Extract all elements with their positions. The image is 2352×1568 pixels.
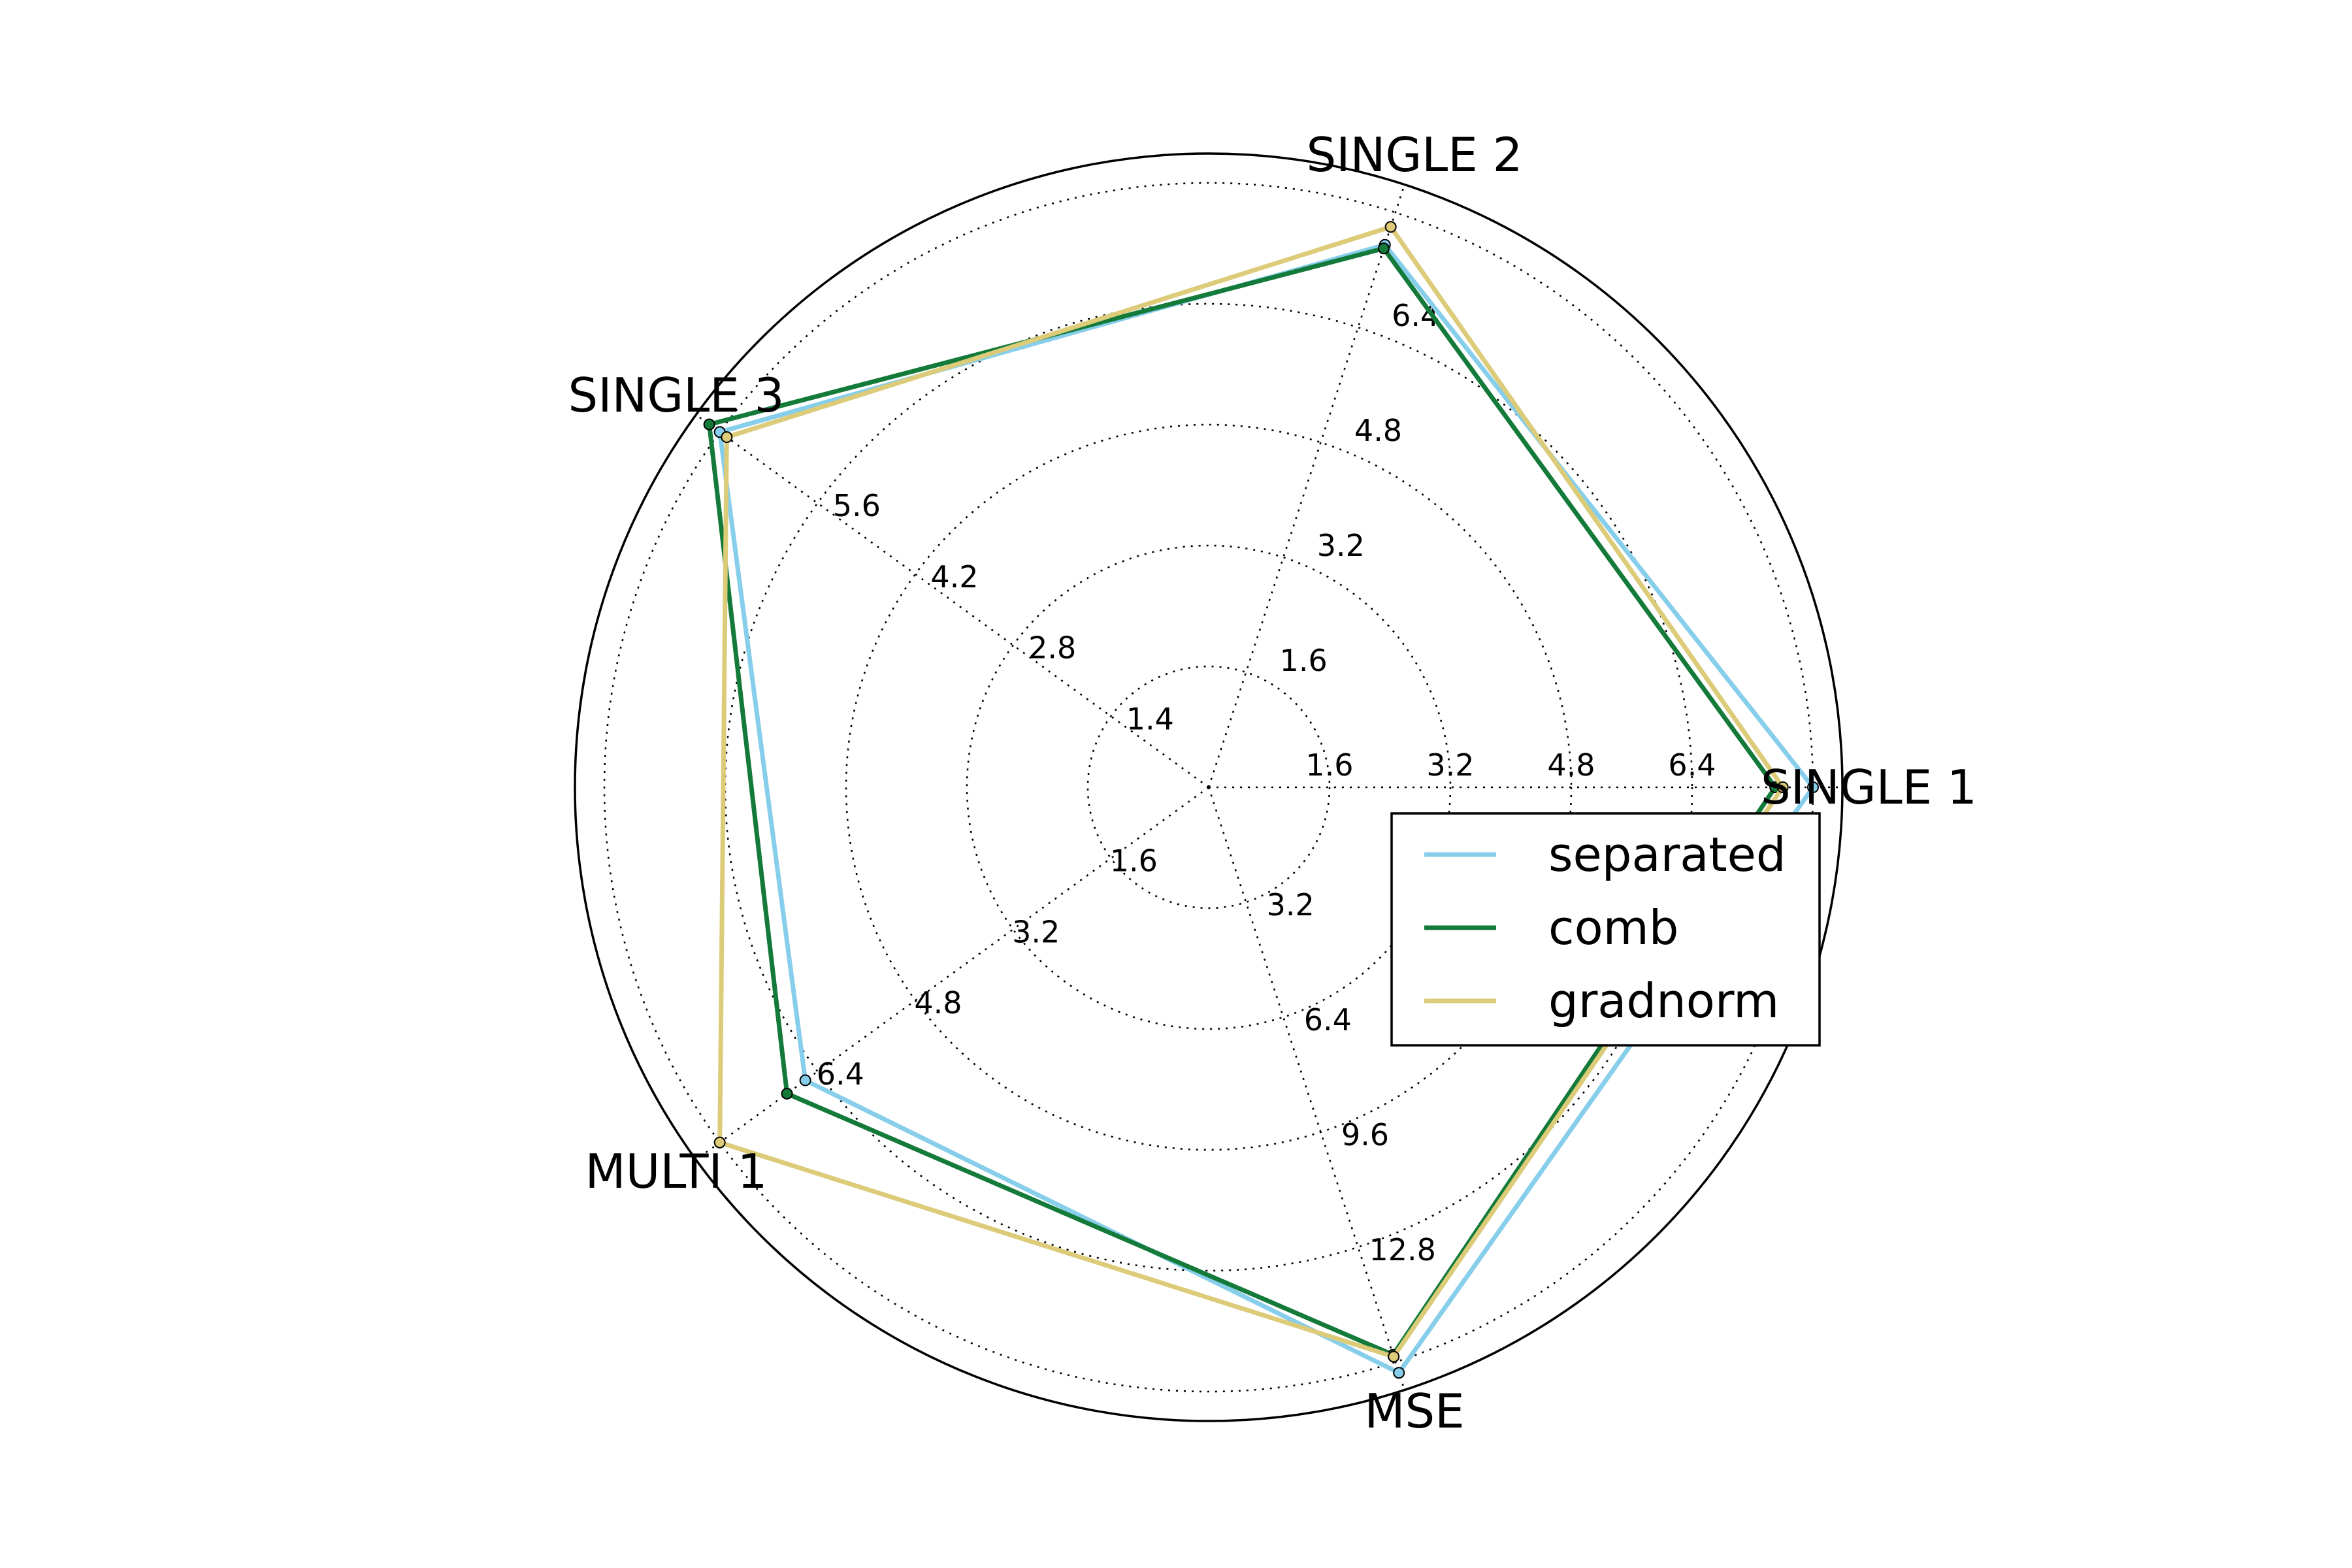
legend-label-comb: comb [1548, 900, 1678, 955]
tick-label-single-2-3: 4.8 [1354, 413, 1402, 448]
legend: separated comb gradnorm [1390, 812, 1821, 1047]
grid-ring-4 [724, 302, 1693, 1272]
point-comb-multi-1 [781, 1087, 793, 1100]
tick-label-single-1-3: 4.8 [1547, 747, 1595, 783]
series-line-gradnorm [717, 224, 1786, 1360]
point-separated-mse [1393, 1367, 1405, 1379]
series-line-comb [706, 246, 1778, 1358]
point-separated-multi-1 [799, 1074, 811, 1086]
outer-frame [574, 152, 1844, 1422]
point-comb-single-2 [1377, 242, 1390, 255]
tick-label-mse-3: 9.6 [1341, 1117, 1389, 1152]
spoke-mse [1207, 787, 1405, 1390]
tick-label-single-3-1: 1.4 [1126, 701, 1174, 736]
grid-ring-2 [966, 544, 1452, 1030]
tick-label-single-3-2: 2.8 [1028, 630, 1076, 666]
tick-label-single-3-4: 5.6 [833, 488, 881, 523]
tick-label-single-3-3: 4.2 [930, 559, 978, 595]
tick-label-single-1-2: 3.2 [1426, 747, 1474, 783]
axis-label-single-3: SINGLE 3 [568, 368, 785, 423]
axis-label-single-2: SINGLE 2 [1307, 127, 1523, 182]
tick-label-mse-4: 12.8 [1369, 1232, 1435, 1267]
tick-label-multi-1-4: 6.4 [817, 1056, 864, 1092]
point-separated-single-1 [1807, 781, 1819, 793]
point-comb-single-3 [703, 418, 715, 431]
series-line-separated [717, 242, 1816, 1376]
point-gradnorm-single-3 [721, 431, 733, 444]
point-gradnorm-single-1 [1776, 781, 1789, 793]
point-gradnorm-multi-1 [713, 1136, 726, 1149]
tick-label-single-1-1: 1.6 [1305, 747, 1353, 783]
series-group [703, 221, 1819, 1379]
point-gradnorm-single-2 [1384, 221, 1397, 233]
legend-label-separated: separated [1548, 827, 1786, 882]
tick-label-multi-1-1: 1.6 [1110, 843, 1158, 879]
tick-label-single-1-4: 6.4 [1668, 747, 1716, 783]
tick-label-mse-1: 3.2 [1267, 887, 1315, 923]
point-gradnorm-mse [1388, 1350, 1400, 1363]
grid-ring-1 [1086, 665, 1331, 909]
tick-label-single-2-2: 3.2 [1317, 528, 1365, 563]
legend-label-gradnorm: gradnorm [1548, 973, 1779, 1028]
tick-label-multi-1-2: 3.2 [1012, 914, 1060, 949]
tick-label-mse-2: 6.4 [1304, 1002, 1352, 1037]
axis-labels: SINGLE 1 SINGLE 2 SINGLE 3 MULTI 1 MSE [568, 127, 1977, 1439]
tick-labels: 1.6 3.2 4.8 6.4 1.6 3.2 4.8 6.4 1.4 2.8 4.2 5.6 1.6 3… [817, 298, 1716, 1267]
tick-label-multi-1-3: 4.8 [914, 985, 962, 1021]
axis-label-multi-1: MULTI 1 [585, 1144, 768, 1199]
tick-label-single-2-1: 1.6 [1280, 643, 1328, 678]
axis-label-mse: MSE [1364, 1384, 1464, 1439]
axis-label-single-1: SINGLE 1 [1761, 760, 1977, 815]
